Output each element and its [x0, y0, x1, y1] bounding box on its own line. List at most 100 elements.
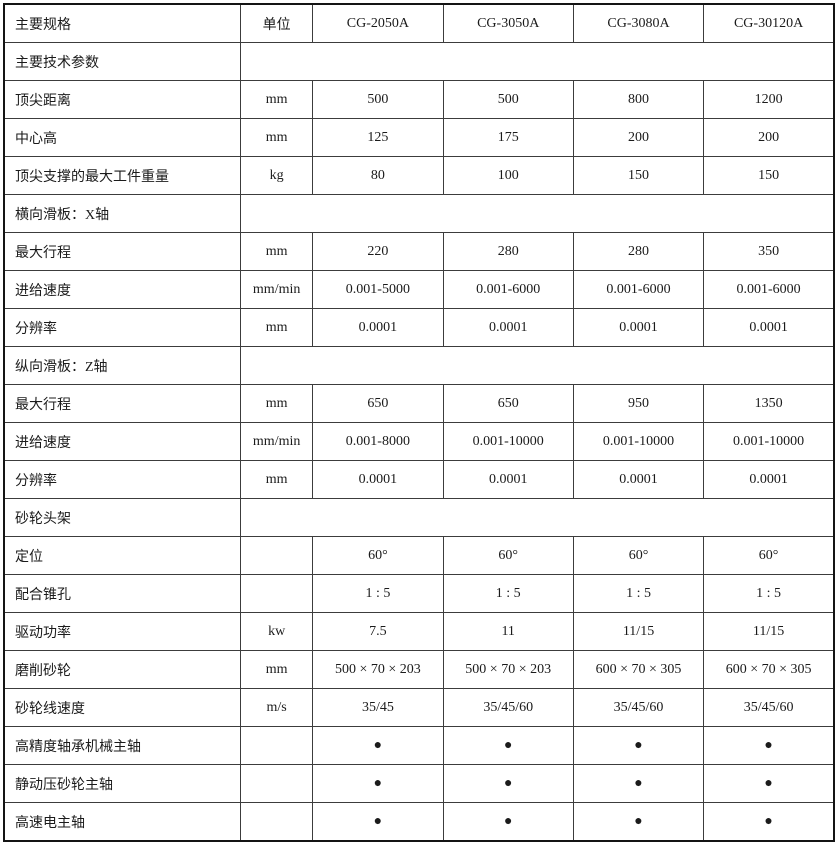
section-span-cell: [240, 194, 835, 233]
value-cell: 0.001-6000: [703, 270, 835, 309]
value-cell: 11/15: [703, 612, 835, 651]
spec-label-cell: 最大行程: [3, 232, 242, 271]
unit-cell: mm: [240, 384, 314, 423]
value-cell: 35/45: [312, 688, 444, 727]
section-row: 纵向滑板：Z轴: [3, 346, 835, 385]
section-label-cell: 纵向滑板：Z轴: [3, 346, 242, 385]
value-cell: 11/15: [572, 612, 705, 651]
value-cell: 650: [442, 384, 574, 423]
header-model-cell: CG-3080A: [572, 3, 705, 43]
section-span-cell: [240, 346, 835, 385]
spec-row: 顶尖支撑的最大工件重量 kg 80 100 150 150: [3, 156, 835, 195]
unit-cell: mm: [240, 308, 314, 347]
unit-cell: mm/min: [240, 422, 314, 461]
spec-label-cell: 砂轮线速度: [3, 688, 242, 727]
unit-cell: mm/min: [240, 270, 314, 309]
feature-dot-cell: ●: [442, 764, 574, 803]
value-cell: 175: [442, 118, 574, 157]
value-cell: 0.0001: [572, 460, 705, 499]
value-cell: 0.001-10000: [442, 422, 574, 461]
value-cell: 125: [312, 118, 444, 157]
feature-dot-cell: ●: [572, 802, 705, 842]
spec-row: 顶尖距离 mm 500 500 800 1200: [3, 80, 835, 119]
spec-row: 驱动功率 kw 7.5 11 11/15 11/15: [3, 612, 835, 651]
value-cell: 60°: [703, 536, 835, 575]
value-cell: 0.0001: [572, 308, 705, 347]
spec-label-cell: 高精度轴承机械主轴: [3, 726, 242, 765]
value-cell: 200: [572, 118, 705, 157]
value-cell: 1 : 5: [572, 574, 705, 613]
value-cell: 0.001-5000: [312, 270, 444, 309]
header-row: 主要规格 单位 CG-2050A CG-3050A CG-3080A CG-30…: [3, 3, 835, 43]
feature-dot-cell: ●: [703, 802, 835, 842]
value-cell: 950: [572, 384, 705, 423]
section-span-cell: [240, 498, 835, 537]
spec-table: 主要规格 单位 CG-2050A CG-3050A CG-3080A CG-30…: [3, 3, 835, 842]
spec-row: 配合锥孔 1 : 5 1 : 5 1 : 5 1 : 5: [3, 574, 835, 613]
feature-dot-cell: ●: [442, 802, 574, 842]
spec-label-cell: 顶尖距离: [3, 80, 242, 119]
section-row: 砂轮头架: [3, 498, 835, 537]
header-model-cell: CG-30120A: [703, 3, 835, 43]
value-cell: 1 : 5: [442, 574, 574, 613]
value-cell: 650: [312, 384, 444, 423]
spec-label-cell: 定位: [3, 536, 242, 575]
value-cell: 0.0001: [703, 308, 835, 347]
section-label-cell: 横向滑板：X轴: [3, 194, 242, 233]
header-unit-cell: 单位: [240, 3, 314, 43]
feature-dot-cell: ●: [572, 726, 705, 765]
spec-row: 磨削砂轮 mm 500 × 70 × 203 500 × 70 × 203 60…: [3, 650, 835, 689]
spec-label-cell: 分辨率: [3, 308, 242, 347]
spec-row: 最大行程 mm 220 280 280 350: [3, 232, 835, 271]
unit-cell: mm: [240, 650, 314, 689]
value-cell: 280: [442, 232, 574, 271]
value-cell: 0.0001: [312, 308, 444, 347]
spec-row: 中心高 mm 125 175 200 200: [3, 118, 835, 157]
spec-row: 定位 60° 60° 60° 60°: [3, 536, 835, 575]
spec-label-cell: 静动压砂轮主轴: [3, 764, 242, 803]
spec-label-cell: 进给速度: [3, 270, 242, 309]
spec-label-cell: 中心高: [3, 118, 242, 157]
spec-label-cell: 最大行程: [3, 384, 242, 423]
value-cell: 1 : 5: [312, 574, 444, 613]
value-cell: 100: [442, 156, 574, 195]
section-label-cell: 主要技术参数: [3, 42, 242, 81]
value-cell: 500 × 70 × 203: [442, 650, 574, 689]
value-cell: 500 × 70 × 203: [312, 650, 444, 689]
spec-row: 砂轮线速度 m/s 35/45 35/45/60 35/45/60 35/45/…: [3, 688, 835, 727]
unit-cell: mm: [240, 460, 314, 499]
value-cell: 35/45/60: [703, 688, 835, 727]
spec-row: 分辨率 mm 0.0001 0.0001 0.0001 0.0001: [3, 460, 835, 499]
feature-dot-cell: ●: [703, 764, 835, 803]
value-cell: 60°: [312, 536, 444, 575]
spec-label-cell: 配合锥孔: [3, 574, 242, 613]
unit-cell: kg: [240, 156, 314, 195]
unit-cell: [240, 802, 314, 842]
value-cell: 0.0001: [703, 460, 835, 499]
spec-label-cell: 分辨率: [3, 460, 242, 499]
value-cell: 150: [703, 156, 835, 195]
spec-label-cell: 驱动功率: [3, 612, 242, 651]
spec-label-cell: 进给速度: [3, 422, 242, 461]
unit-cell: [240, 726, 314, 765]
value-cell: 1350: [703, 384, 835, 423]
value-cell: 280: [572, 232, 705, 271]
value-cell: 7.5: [312, 612, 444, 651]
feature-dot-cell: ●: [312, 726, 444, 765]
value-cell: 0.0001: [442, 460, 574, 499]
value-cell: 800: [572, 80, 705, 119]
value-cell: 150: [572, 156, 705, 195]
header-model-cell: CG-2050A: [312, 3, 444, 43]
spec-label-cell: 顶尖支撑的最大工件重量: [3, 156, 242, 195]
feature-dot-cell: ●: [312, 764, 444, 803]
unit-cell: [240, 574, 314, 613]
spec-row: 进给速度 mm/min 0.001-5000 0.001-6000 0.001-…: [3, 270, 835, 309]
unit-cell: [240, 764, 314, 803]
value-cell: 0.0001: [312, 460, 444, 499]
value-cell: 0.001-10000: [703, 422, 835, 461]
value-cell: 0.001-6000: [442, 270, 574, 309]
spec-row: 进给速度 mm/min 0.001-8000 0.001-10000 0.001…: [3, 422, 835, 461]
feature-dot-cell: ●: [442, 726, 574, 765]
spec-row: 分辨率 mm 0.0001 0.0001 0.0001 0.0001: [3, 308, 835, 347]
